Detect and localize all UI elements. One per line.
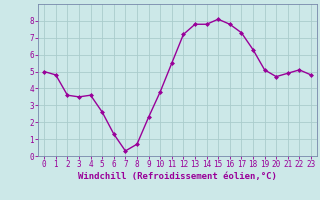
- X-axis label: Windchill (Refroidissement éolien,°C): Windchill (Refroidissement éolien,°C): [78, 172, 277, 181]
